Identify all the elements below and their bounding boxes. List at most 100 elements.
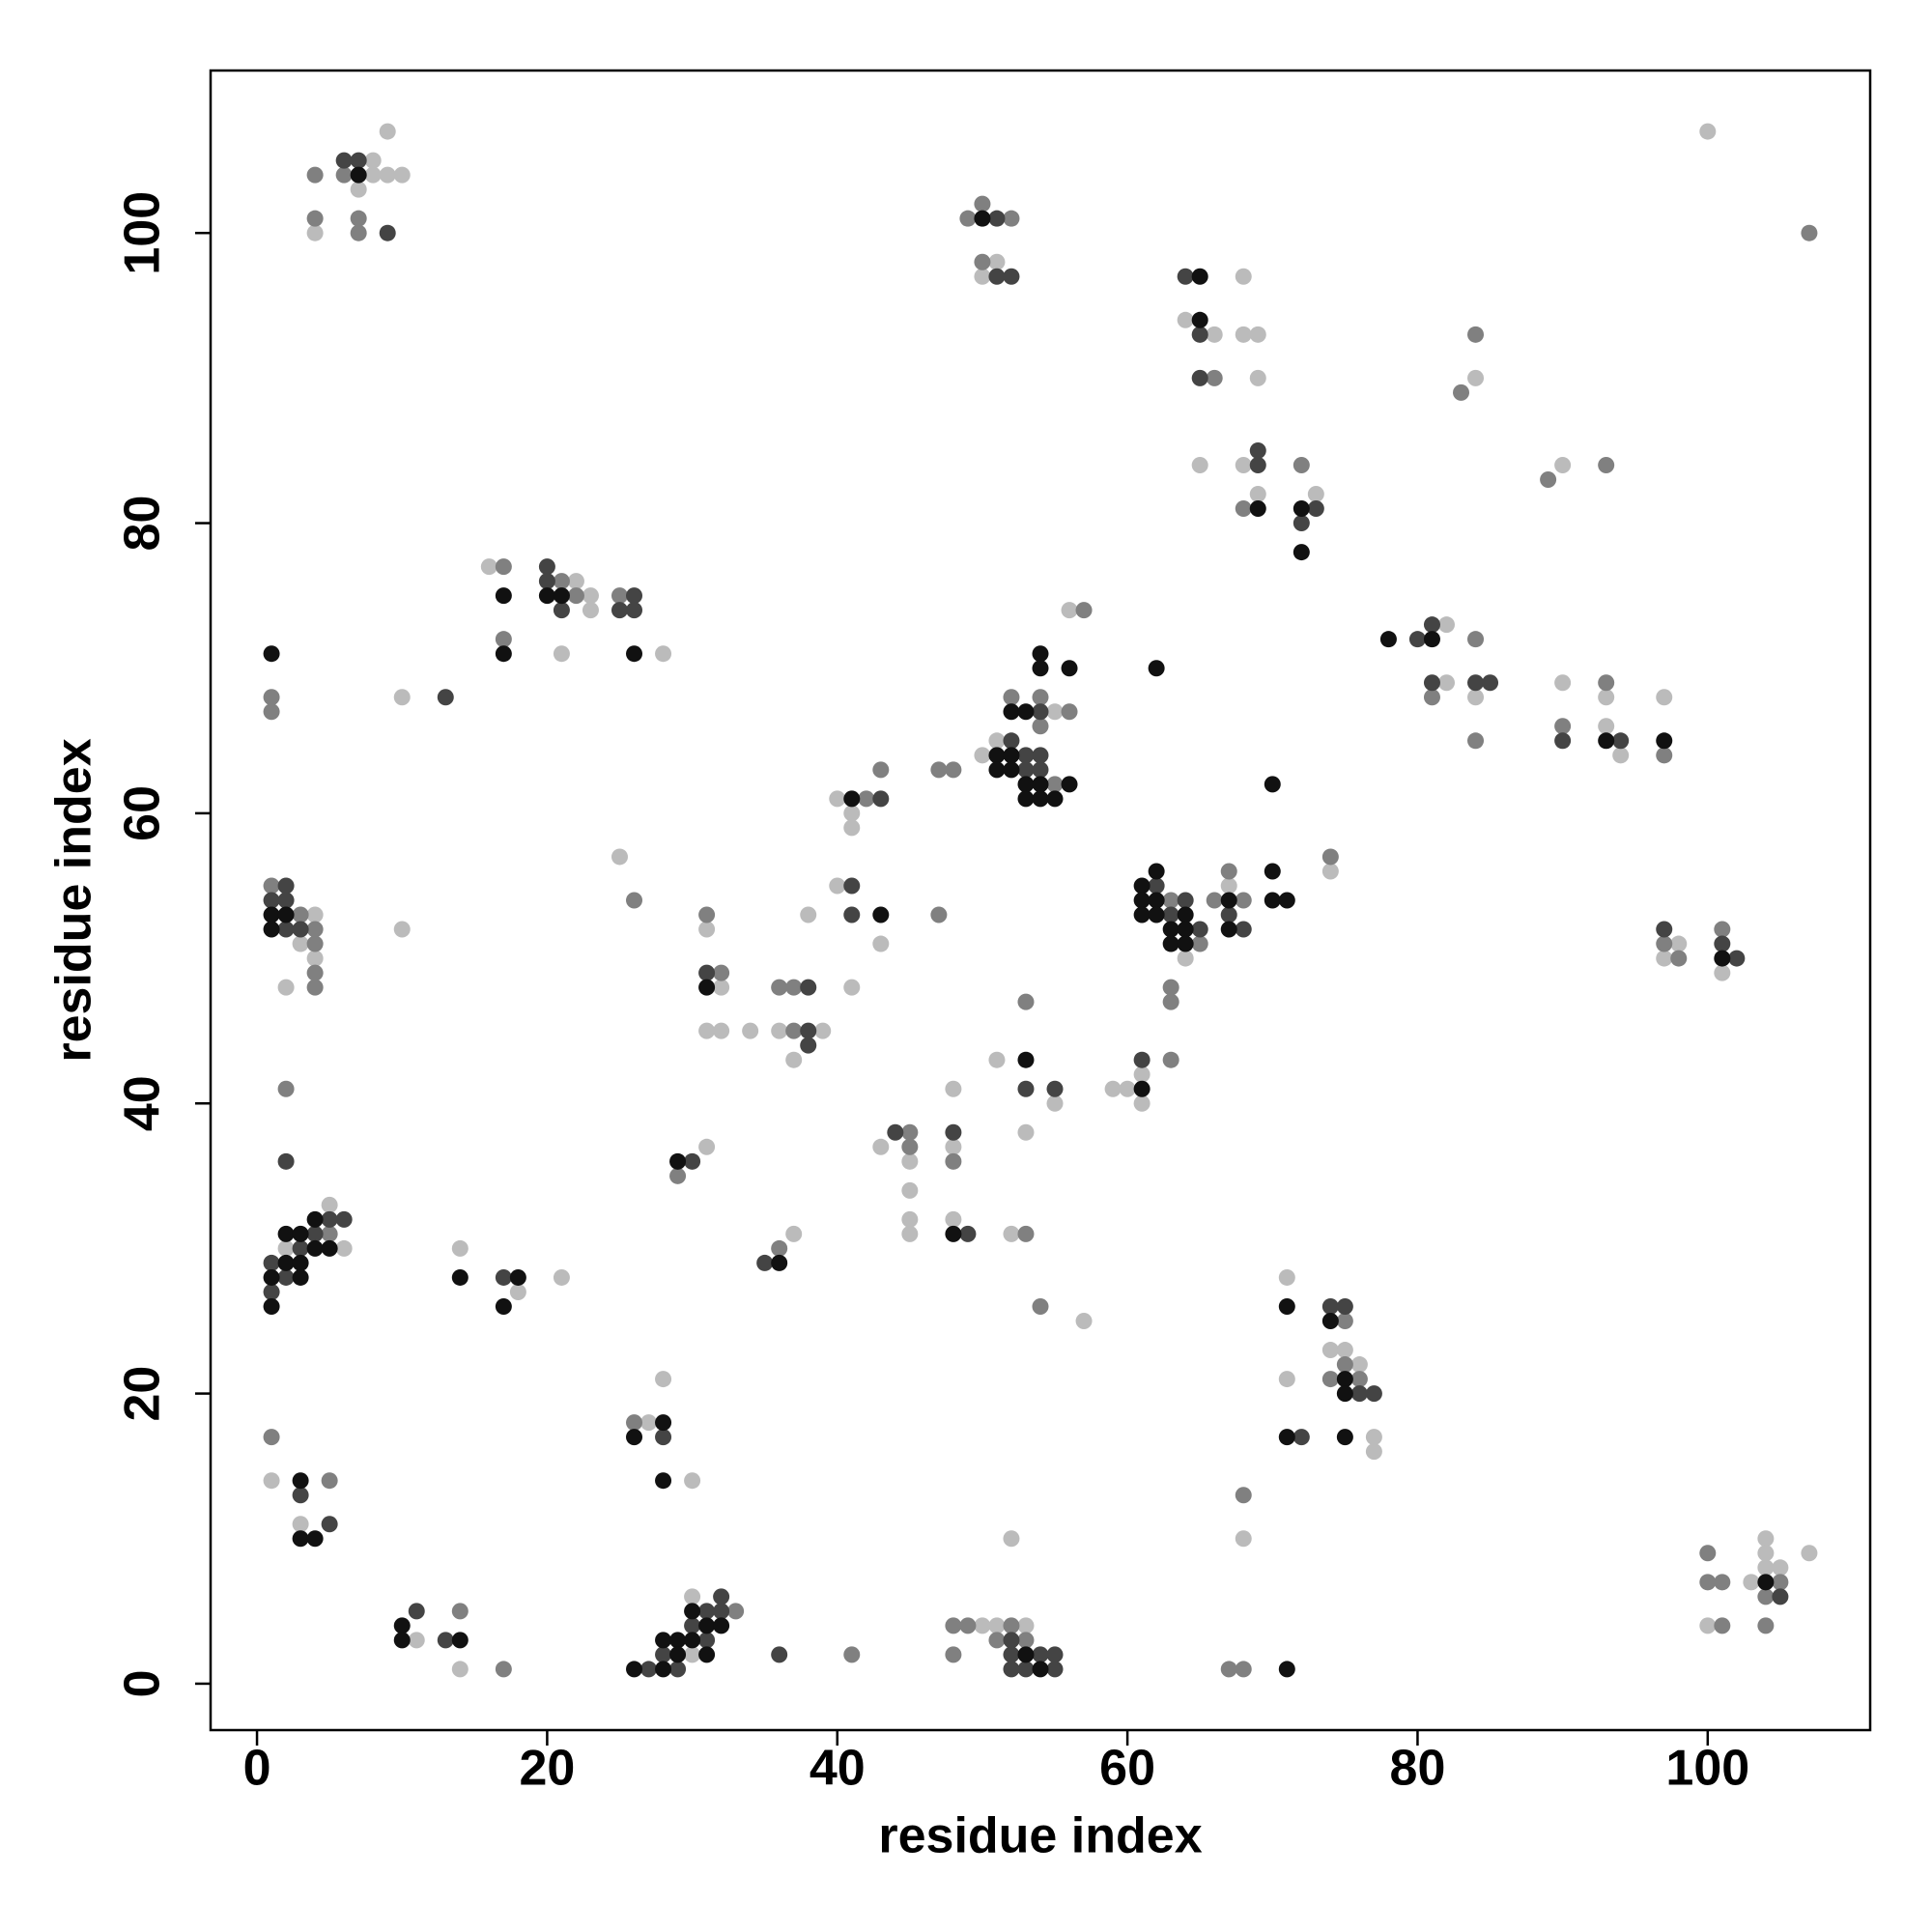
point <box>1003 747 1020 764</box>
point <box>553 645 570 663</box>
point <box>800 1037 817 1054</box>
point <box>495 645 512 663</box>
point <box>350 152 367 169</box>
point <box>1235 1487 1252 1504</box>
point <box>1177 268 1194 285</box>
point <box>451 1268 469 1286</box>
plot-frame <box>209 69 1872 1732</box>
point <box>785 1022 803 1039</box>
point <box>306 921 324 938</box>
point <box>698 906 716 923</box>
point <box>263 1254 280 1271</box>
point <box>1061 776 1078 793</box>
point <box>1321 1371 1339 1388</box>
point <box>1220 892 1237 909</box>
point <box>1191 369 1208 386</box>
point <box>1191 326 1208 343</box>
point <box>1191 921 1208 938</box>
point <box>553 573 570 590</box>
point <box>669 1632 687 1649</box>
x-tick-label: 20 <box>519 1741 575 1797</box>
point <box>1772 1588 1789 1605</box>
point <box>1061 602 1078 619</box>
point <box>684 1617 701 1634</box>
point <box>698 921 716 938</box>
point <box>1017 1080 1035 1097</box>
point <box>1220 877 1237 895</box>
point <box>263 906 280 923</box>
point <box>263 1268 280 1286</box>
point <box>669 1646 687 1663</box>
point <box>292 1225 309 1242</box>
point <box>379 224 396 242</box>
point <box>292 921 309 938</box>
point <box>277 1239 295 1257</box>
point <box>655 1472 672 1490</box>
point <box>655 1371 672 1388</box>
point <box>785 1225 803 1242</box>
point <box>451 1239 469 1257</box>
point <box>1264 892 1281 909</box>
point <box>843 1646 861 1663</box>
point <box>393 921 411 938</box>
point <box>1104 1080 1122 1097</box>
point <box>843 819 861 837</box>
point <box>408 1632 425 1649</box>
point <box>974 747 991 764</box>
point <box>1017 1617 1035 1634</box>
point <box>901 1138 919 1155</box>
point <box>901 1123 919 1141</box>
point <box>292 1487 309 1504</box>
point <box>1336 1342 1353 1359</box>
point <box>1017 1225 1035 1242</box>
point <box>1350 1356 1368 1374</box>
point <box>263 703 280 721</box>
point <box>1032 1661 1049 1678</box>
point <box>306 1225 324 1242</box>
point <box>945 1646 962 1663</box>
point <box>611 848 628 866</box>
point <box>626 645 643 663</box>
point <box>393 1632 411 1649</box>
point <box>1423 631 1440 648</box>
point <box>713 979 730 996</box>
point <box>1699 123 1717 140</box>
point <box>684 1152 701 1170</box>
point <box>292 1268 309 1286</box>
point <box>1249 369 1266 386</box>
point <box>350 181 367 198</box>
point <box>1046 790 1064 808</box>
x-tick-label: 60 <box>1099 1741 1155 1797</box>
point <box>350 210 367 227</box>
point <box>1598 718 1615 735</box>
point <box>1467 732 1485 750</box>
point <box>1177 892 1194 909</box>
point <box>756 1254 774 1271</box>
point <box>1598 689 1615 706</box>
point <box>1235 500 1252 518</box>
point <box>872 761 890 779</box>
point <box>1772 1574 1789 1591</box>
y-tick-label: 60 <box>115 785 171 841</box>
point <box>1148 892 1165 909</box>
point <box>1278 1429 1295 1446</box>
point <box>959 1617 977 1634</box>
point <box>1437 616 1455 634</box>
point <box>350 166 367 184</box>
point <box>1757 1530 1775 1548</box>
point <box>1293 1429 1310 1446</box>
point <box>393 166 411 184</box>
point <box>1162 892 1179 909</box>
point <box>1554 456 1572 473</box>
point <box>698 1632 716 1649</box>
point <box>1235 921 1252 938</box>
point <box>1032 747 1049 764</box>
point <box>872 906 890 923</box>
point <box>509 1268 526 1286</box>
point <box>988 268 1006 285</box>
point <box>1032 761 1049 779</box>
point <box>1336 1313 1353 1330</box>
point <box>263 1297 280 1315</box>
point <box>1699 1617 1717 1634</box>
